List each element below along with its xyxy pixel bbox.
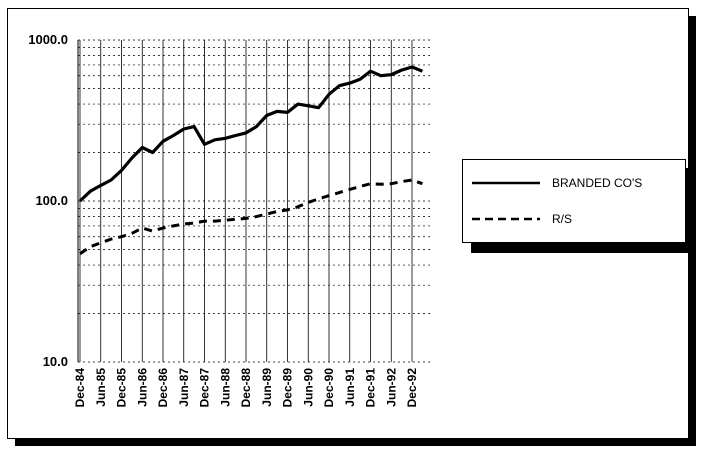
legend-label: R/S (552, 212, 572, 226)
legend-entries: BRANDED CO'S R/S (472, 176, 642, 226)
plot-area: 10.0 100.0 1000.0 Dec-84 Jun-85 Dec-85 Jun-86 D… (28, 32, 432, 407)
y-tick-label: 10.0 (43, 354, 68, 369)
x-tick-label: Jun-92 (384, 368, 398, 407)
series-line (78, 65, 423, 203)
x-tick-label: Dec-89 (281, 368, 295, 408)
legend-label: BRANDED CO'S (552, 176, 642, 190)
series-line (79, 178, 423, 256)
x-tick-label: Dec-86 (156, 368, 170, 408)
y-tick-label: 100.0 (35, 193, 68, 208)
legend (462, 159, 686, 243)
x-tick-label: Dec-90 (322, 368, 336, 408)
x-tick-label: Jun-89 (260, 368, 274, 407)
x-tick-label: Jun-90 (301, 368, 315, 407)
x-tick-label: Dec-87 (198, 368, 212, 408)
x-tick-label: Jun-87 (177, 368, 191, 407)
x-tick-label: Dec-88 (239, 368, 253, 408)
x-tick-label: Dec-91 (364, 368, 378, 408)
x-tick-label: Dec-84 (73, 368, 87, 408)
x-tick-label: Dec-85 (115, 368, 129, 408)
y-tick-label: 1000.0 (28, 32, 68, 47)
x-tick-label: Dec-92 (405, 368, 419, 408)
x-tick-label: Jun-91 (343, 368, 357, 407)
x-tick-label: Jun-88 (218, 368, 232, 407)
x-tick-label: Jun-86 (135, 368, 149, 407)
x-tick-label: Jun-85 (94, 368, 108, 407)
